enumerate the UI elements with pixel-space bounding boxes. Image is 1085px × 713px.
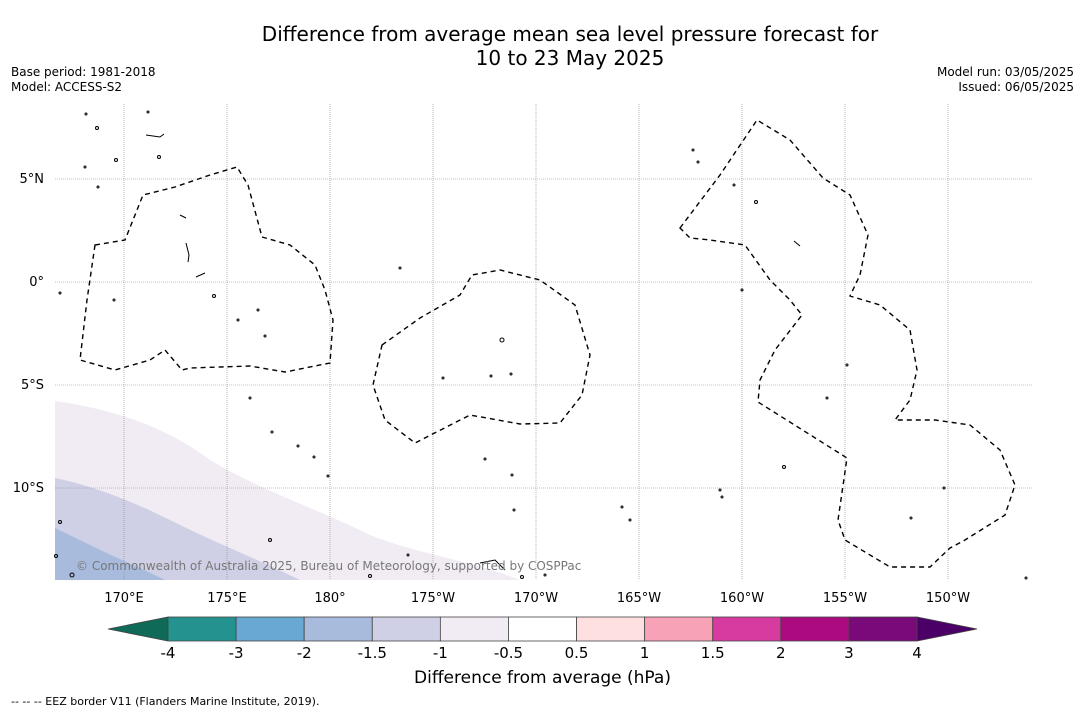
colorbar-bin	[712, 616, 782, 642]
eez-border-kiribati-gilberts	[79, 166, 334, 373]
colorbar-tick-label: -1.5	[358, 644, 387, 662]
eez-border-tokelau	[372, 269, 591, 444]
lat-label-10s: 10°S	[13, 481, 44, 496]
lon-label-170w: 170°W	[514, 591, 558, 606]
lon-label-180: 180°	[314, 591, 345, 606]
lon-label-170e: 170°E	[104, 591, 144, 606]
lat-label-5n: 5°N	[20, 172, 45, 187]
lon-label-175w: 175°W	[411, 591, 455, 606]
colorbar-bin	[167, 616, 237, 642]
anomaly-shading	[55, 401, 520, 580]
colorbar-bin	[780, 616, 850, 642]
colorbar-tick-label: -3	[229, 644, 244, 662]
title-line-2: 10 to 23 May 2025	[475, 46, 665, 70]
lat-label-5s: 5°S	[21, 378, 44, 393]
colorbar-tick-label: 4	[912, 644, 922, 662]
colorbar-tick-label: 1	[640, 644, 650, 662]
colorbar-tick-label: -4	[161, 644, 176, 662]
colorbar-bin	[303, 616, 373, 642]
issued-date: Issued: 06/05/2025	[958, 80, 1074, 94]
lon-label-160w: 160°W	[720, 591, 764, 606]
lon-labels: 170°E 175°E 180° 175°W 170°W 165°W 160°W…	[104, 591, 970, 606]
colorbar-tick-label: 3	[844, 644, 854, 662]
colorbar-low-extend	[107, 616, 169, 642]
colorbar-bin	[235, 616, 305, 642]
lon-label-155w: 155°W	[823, 591, 867, 606]
eez-footnote: -- -- -- EEZ border V11 (Flanders Marine…	[11, 695, 320, 708]
colorbar-tick-label: -0.5	[494, 644, 523, 662]
colorbar-bin	[508, 616, 577, 642]
lat-labels: 5°N 0° 5°S 10°S	[13, 172, 44, 496]
eez-border-line-islands	[679, 119, 1016, 568]
colorbar-tick-label: -1	[433, 644, 448, 662]
colorbar-high-extend	[916, 616, 978, 642]
colorbar-bin	[371, 616, 441, 642]
colorbar-tick-label: 1.5	[701, 644, 725, 662]
shade-region-2	[55, 478, 300, 580]
colorbar-bin	[439, 616, 509, 642]
meta-right: Model run: 03/05/2025 Issued: 06/05/2025	[937, 65, 1074, 95]
model-name: Model: ACCESS-S2	[11, 80, 123, 94]
colorbar-label: Difference from average (hPa)	[414, 668, 671, 688]
copyright-text: © Commonwealth of Australia 2025, Bureau…	[76, 559, 581, 573]
base-period: Base period: 1981-2018	[11, 65, 156, 79]
lon-label-165w: 165°W	[617, 591, 661, 606]
colorbar: -4 -3 -2 -1.5 -1 -0.5 0.5 1 1.5 2 3 4	[107, 616, 978, 662]
colorbar-tick-label: 2	[776, 644, 786, 662]
shade-region-3	[55, 528, 165, 580]
lon-label-175e: 175°E	[207, 591, 247, 606]
title-line-1: Difference from average mean sea level p…	[261, 22, 879, 46]
colorbar-tick-label: 0.5	[565, 644, 589, 662]
eez-borders	[79, 119, 1016, 568]
island-outlines	[54, 110, 1028, 580]
lon-label-150w: 150°W	[926, 591, 970, 606]
meta-left: Base period: 1981-2018 Model: ACCESS-S2	[11, 65, 156, 95]
colorbar-tick-label: -2	[297, 644, 312, 662]
colorbar-bin	[848, 616, 918, 642]
colorbar-bin	[576, 616, 646, 642]
model-run: Model run: 03/05/2025	[936, 65, 1074, 79]
colorbar-bin	[644, 616, 714, 642]
chart-title: Difference from average mean sea level p…	[0, 22, 1085, 70]
lat-label-0: 0°	[29, 275, 44, 290]
